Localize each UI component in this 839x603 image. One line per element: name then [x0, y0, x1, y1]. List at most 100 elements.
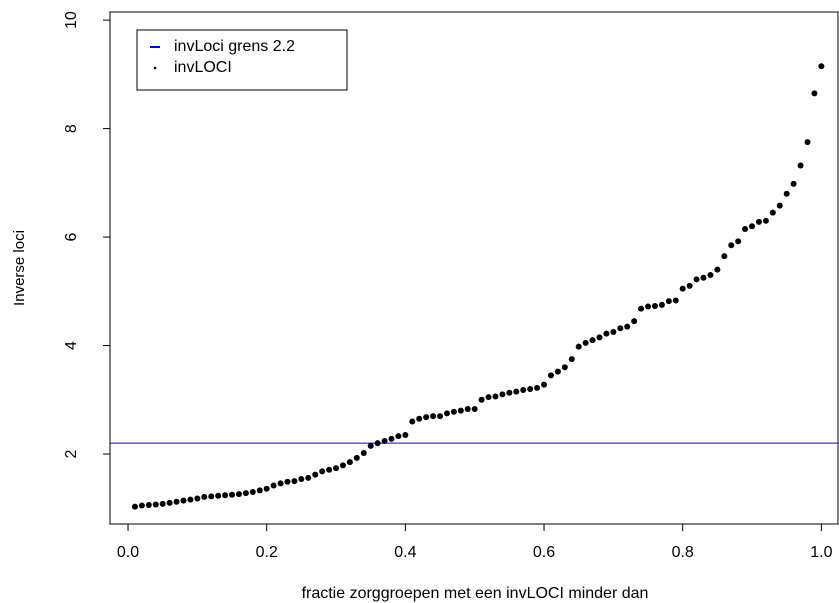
data-point: [735, 238, 742, 245]
data-point: [624, 323, 631, 330]
data-point: [534, 384, 541, 391]
data-point: [298, 475, 305, 482]
data-point: [471, 406, 478, 413]
data-point: [561, 364, 568, 371]
y-tick-label: 2: [63, 449, 80, 458]
data-point: [152, 501, 159, 508]
data-point: [679, 285, 686, 292]
data-point: [686, 282, 693, 289]
data-point: [443, 410, 450, 417]
data-point: [728, 242, 735, 249]
data-point: [242, 490, 249, 497]
data-point: [194, 495, 201, 502]
data-point: [409, 418, 416, 425]
legend-label: invLoci grens 2.2: [174, 38, 295, 55]
data-point: [416, 415, 423, 422]
data-point: [645, 303, 652, 310]
data-point: [131, 503, 138, 510]
data-point: [776, 202, 783, 209]
data-point: [492, 393, 499, 400]
data-point: [638, 305, 645, 312]
data-point: [575, 343, 582, 350]
data-point: [527, 385, 534, 392]
data-point: [596, 334, 603, 341]
y-tick-label: 8: [63, 124, 80, 133]
data-point: [353, 454, 360, 461]
data-point: [749, 223, 756, 230]
data-point: [762, 217, 769, 224]
data-point: [506, 389, 513, 396]
data-point: [513, 388, 520, 395]
data-point: [547, 372, 554, 379]
data-point: [166, 499, 173, 506]
x-tick-label: 0.6: [533, 544, 555, 561]
data-point: [818, 63, 825, 70]
legend-box: [136, 29, 348, 91]
data-point: [291, 478, 298, 485]
data-point: [651, 302, 658, 309]
data-point: [145, 502, 152, 509]
data-point: [478, 396, 485, 403]
x-tick-label: 1.0: [810, 544, 832, 561]
data-point: [457, 407, 464, 414]
data-point: [201, 493, 208, 500]
data-point: [631, 318, 638, 325]
data-point: [326, 466, 333, 473]
data-point: [374, 440, 381, 447]
data-point: [284, 478, 291, 485]
data-point: [333, 465, 340, 472]
data-point: [582, 339, 589, 346]
data-point: [672, 297, 679, 304]
data-point: [769, 209, 776, 216]
data-point: [381, 438, 388, 445]
data-point: [388, 435, 395, 442]
data-point: [249, 489, 256, 495]
data-point: [402, 432, 409, 439]
data-point: [208, 493, 215, 500]
data-point: [367, 442, 374, 449]
data-point: [603, 330, 610, 337]
data-point: [742, 225, 749, 232]
x-tick-label: 0.0: [117, 544, 139, 561]
x-tick-label: 0.8: [672, 544, 694, 561]
data-point: [180, 497, 187, 504]
data-point: [714, 266, 721, 273]
data-point: [346, 459, 353, 466]
data-point: [270, 482, 277, 489]
data-point: [554, 368, 561, 375]
data-point: [437, 413, 444, 420]
data-point: [610, 329, 617, 335]
legend-label: invLOCI: [174, 59, 232, 76]
data-point: [215, 492, 222, 499]
legend-marker: [153, 66, 157, 70]
data-point: [464, 406, 471, 413]
data-point: [520, 387, 527, 394]
data-point: [804, 139, 811, 146]
data-point: [423, 414, 430, 421]
data-point: [721, 253, 728, 260]
data-point: [235, 491, 242, 498]
data-point: [138, 502, 145, 509]
data-point: [617, 325, 624, 332]
data-point: [790, 180, 797, 187]
y-tick-label: 4: [63, 341, 80, 350]
data-point: [665, 298, 672, 305]
data-point: [187, 496, 194, 503]
y-tick-label: 10: [63, 11, 80, 29]
data-point: [263, 485, 270, 492]
data-point: [360, 449, 367, 456]
y-tick-label: 6: [63, 233, 80, 242]
y-axis-label: Inverse loci: [11, 230, 28, 306]
data-point: [568, 356, 575, 363]
data-point: [319, 468, 326, 475]
data-point: [707, 272, 714, 279]
data-point: [541, 381, 548, 388]
x-tick-label: 0.2: [256, 544, 278, 561]
data-point: [658, 301, 665, 308]
data-point: [229, 491, 236, 498]
data-point: [755, 218, 762, 225]
plot-box: [109, 11, 839, 525]
data-point: [312, 471, 319, 478]
data-point: [700, 274, 707, 281]
